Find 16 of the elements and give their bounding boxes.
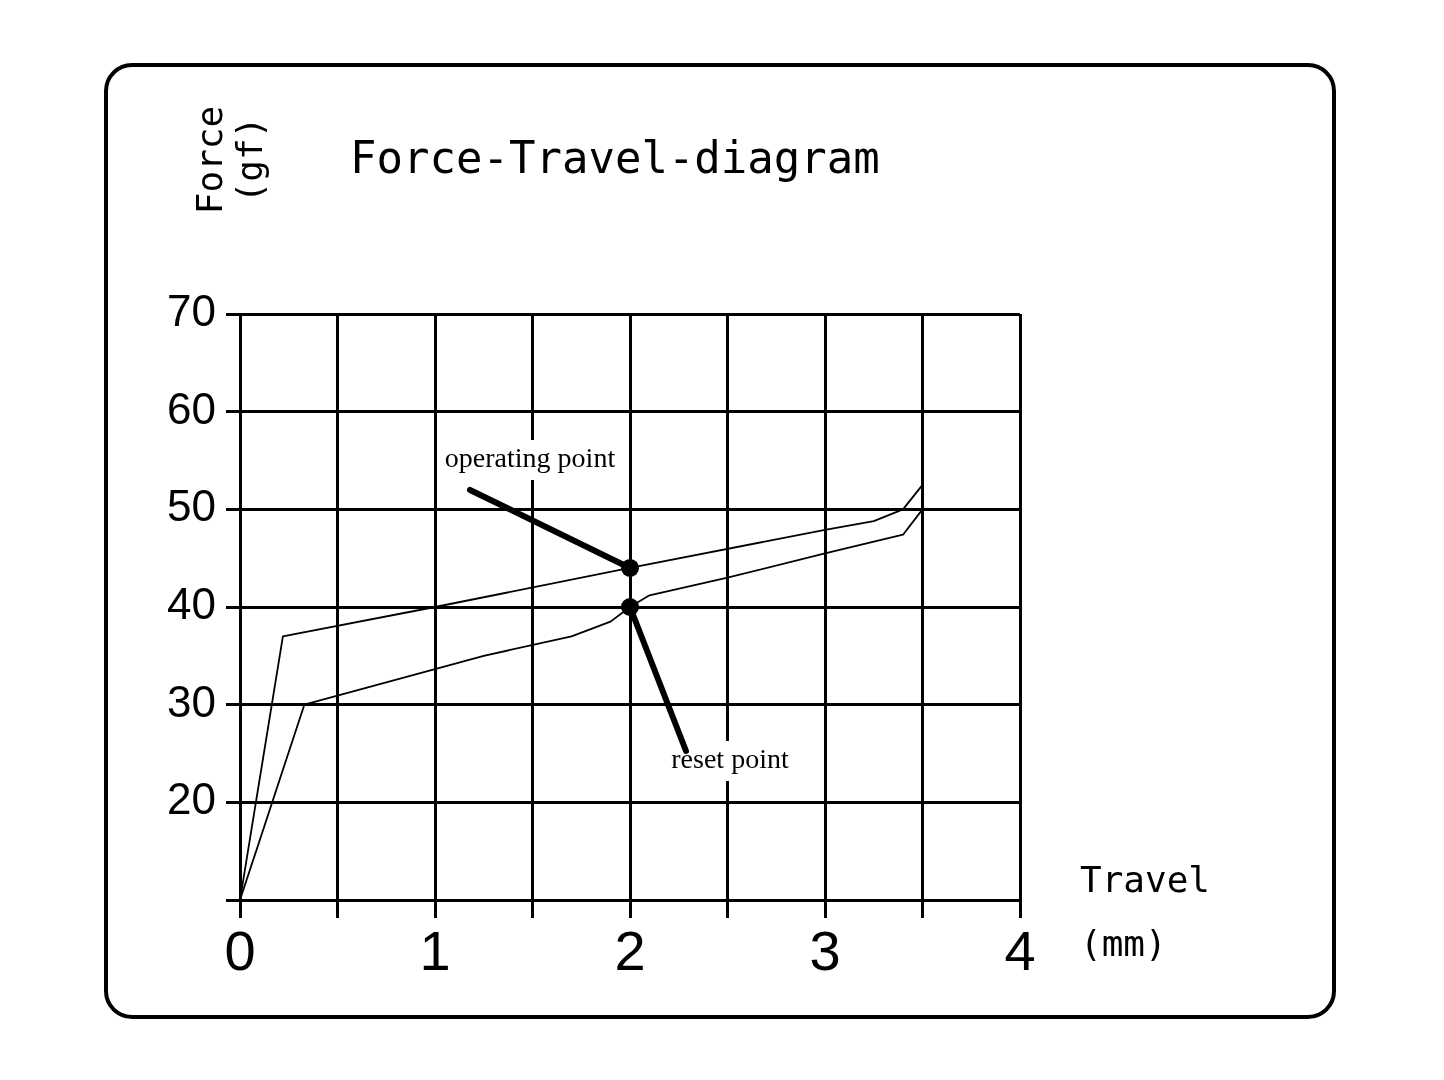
x-tick-label: 0: [224, 919, 256, 983]
y-tick-label: 50: [167, 481, 216, 531]
y-axis-title: Force (gf): [189, 104, 270, 217]
y-tick-label: 20: [167, 774, 216, 824]
y-tick-label: 40: [167, 579, 216, 629]
annotation: operating point: [444, 442, 616, 474]
y-tick-label: 30: [167, 676, 216, 726]
annotation: reset point: [671, 743, 789, 775]
y-tick-label: 60: [167, 383, 216, 433]
y-tick-label: 70: [167, 286, 216, 336]
chart-title: Force-Travel-diagram: [350, 132, 880, 183]
x-axis-title: Travel (mm): [1080, 858, 1212, 966]
x-tick-label: 2: [614, 919, 646, 983]
x-tick-label: 1: [419, 919, 451, 983]
x-tick-label: 3: [809, 919, 841, 983]
x-tick-label: 4: [1004, 919, 1036, 983]
